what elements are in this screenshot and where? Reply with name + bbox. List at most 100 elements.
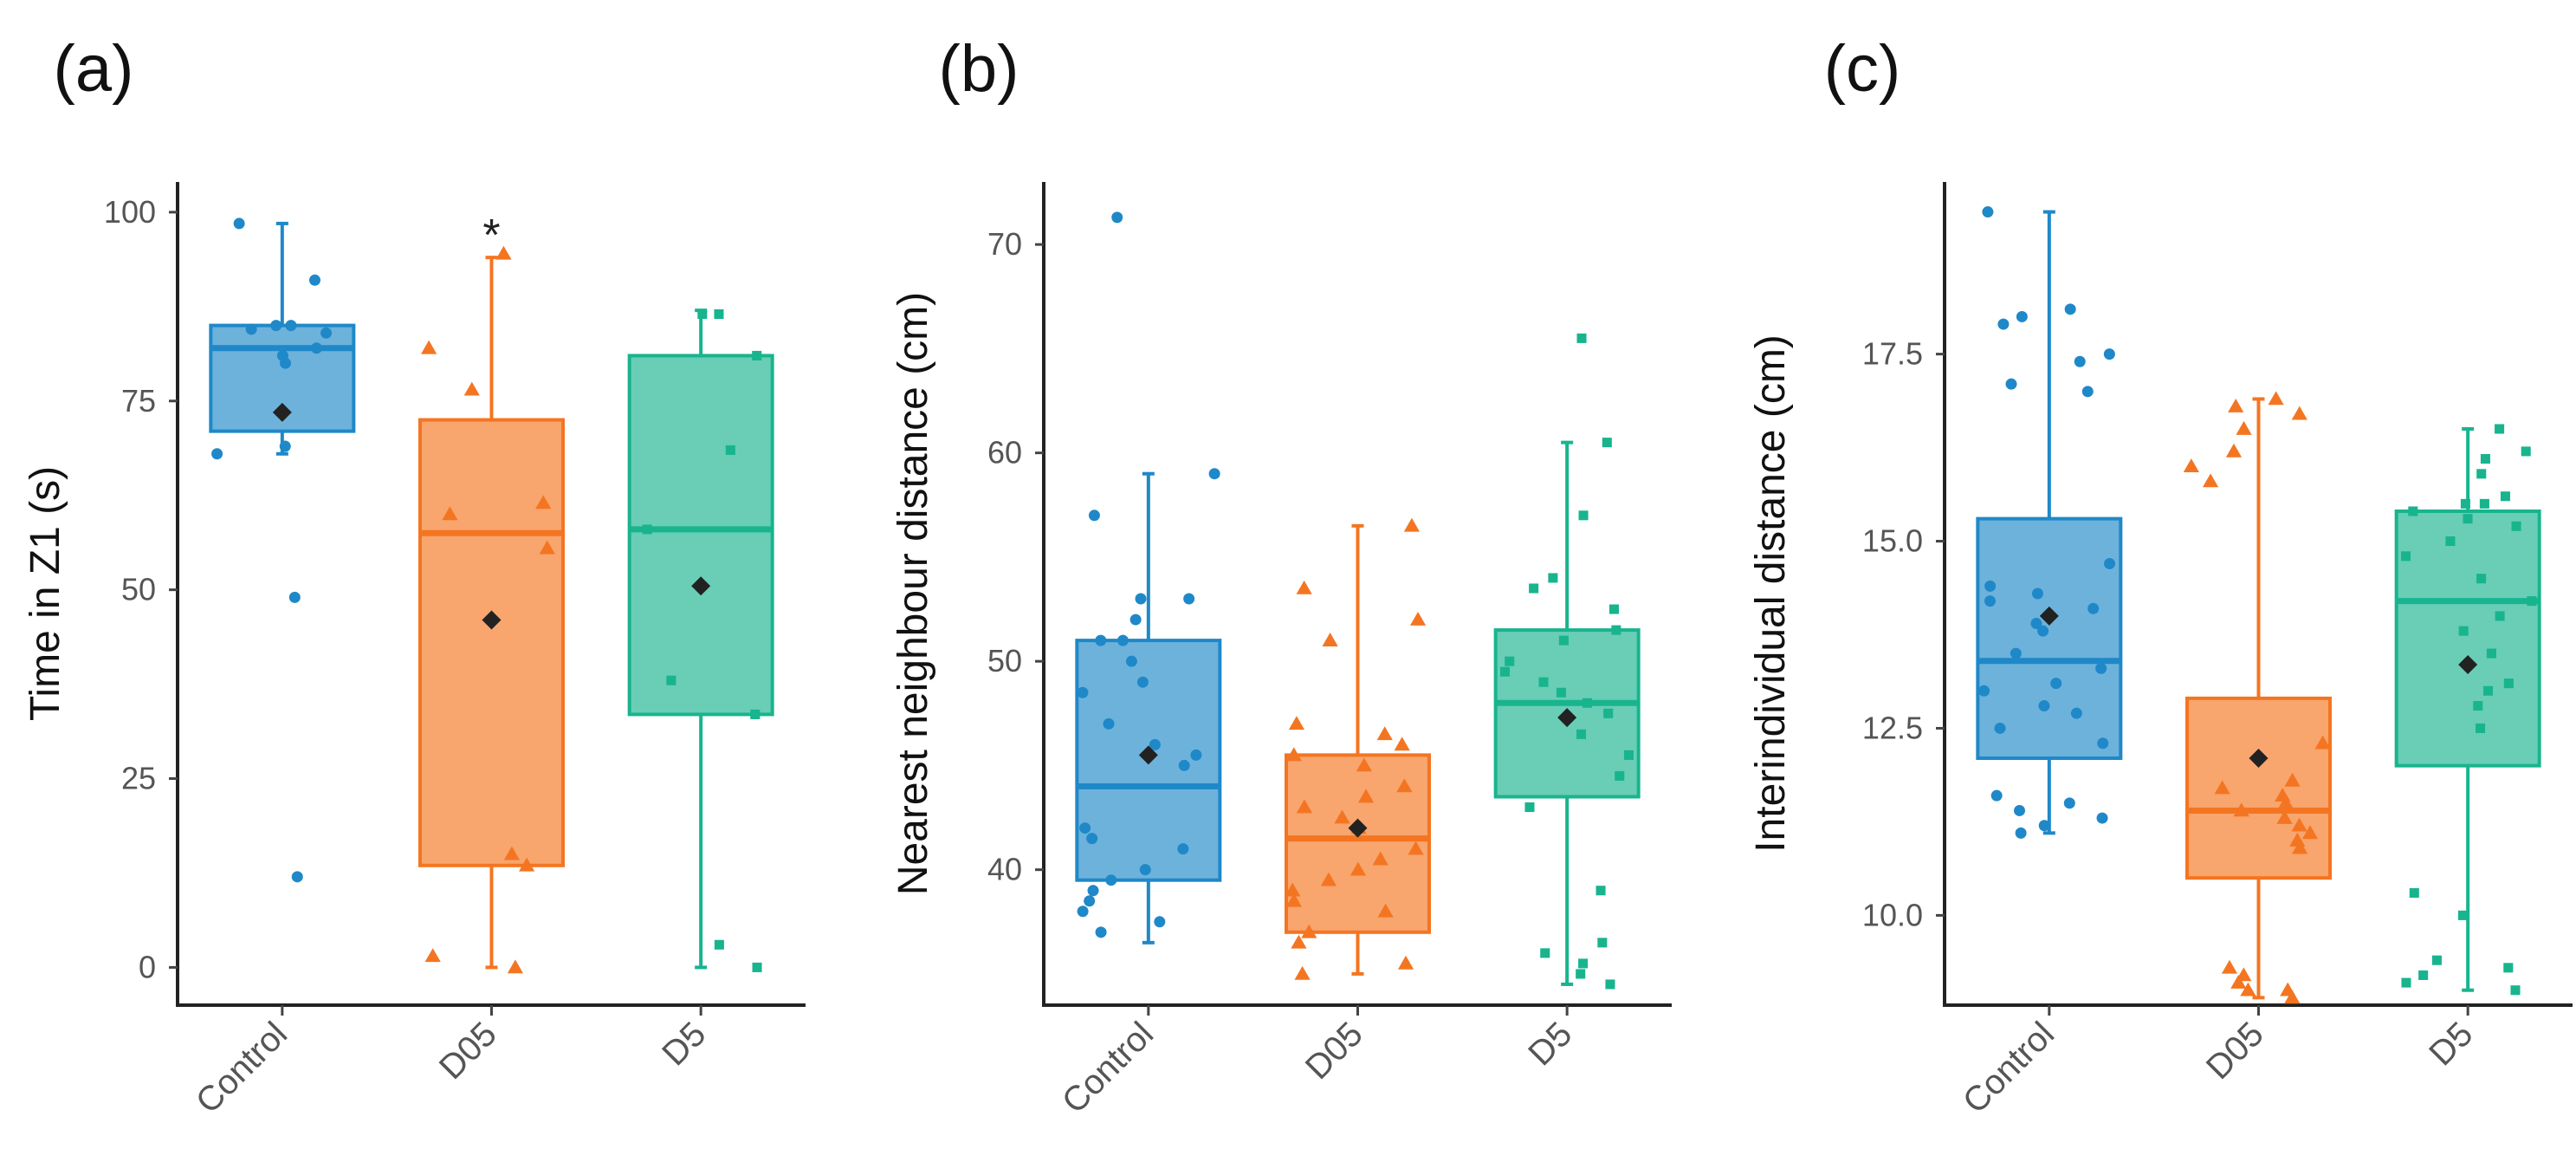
data-point — [1605, 979, 1615, 990]
data-point — [1077, 686, 1089, 698]
data-point — [2445, 536, 2456, 547]
data-point — [2401, 977, 2411, 988]
data-point — [642, 524, 652, 535]
box — [418, 418, 565, 867]
data-point — [2291, 817, 2307, 832]
mean-marker — [1557, 708, 1577, 728]
data-point — [1990, 789, 2003, 802]
data-point — [1556, 687, 1566, 698]
data-point — [2097, 737, 2109, 750]
data-point — [2480, 454, 2490, 464]
data-point — [507, 959, 524, 974]
y-tick-label: 10.0 — [1862, 897, 1923, 932]
data-point — [714, 308, 724, 320]
data-point — [1349, 861, 1367, 876]
data-point — [1597, 938, 1608, 948]
data-point — [1409, 611, 1427, 626]
y-tick-label: 25 — [121, 761, 156, 796]
box-group-d05 — [1285, 517, 1431, 980]
data-point — [1129, 613, 1142, 626]
data-point — [1394, 737, 1410, 751]
data-point — [1285, 893, 1302, 907]
box-group-d05 — [418, 245, 565, 974]
data-point — [2476, 574, 2487, 584]
data-point — [308, 274, 320, 286]
data-point — [752, 350, 762, 360]
data-point — [1582, 698, 1592, 708]
data-point — [2476, 469, 2487, 479]
data-point — [1320, 872, 1337, 886]
data-point — [2005, 378, 2017, 390]
data-point — [463, 381, 480, 396]
data-point — [1208, 468, 1220, 480]
data-point — [1608, 604, 1620, 614]
data-point — [535, 495, 552, 510]
data-point — [2400, 551, 2411, 562]
data-point — [279, 440, 291, 452]
data-point — [2038, 820, 2050, 832]
panel-a: (a) 0 25 50 75 100 Time in Z1 (s) Control D05 D5 * — [23, 32, 806, 1121]
panel-label: (c) — [1824, 32, 1901, 106]
data-point — [1095, 926, 1107, 938]
data-point — [1611, 625, 1621, 635]
data-point — [1322, 633, 1338, 646]
data-point — [1623, 750, 1634, 760]
data-point — [2458, 626, 2469, 636]
x-tick-label: D5 — [2422, 1015, 2480, 1073]
data-point — [1136, 676, 1149, 688]
data-point — [2503, 963, 2514, 973]
data-point — [1984, 595, 1997, 607]
box — [1285, 753, 1431, 934]
box-group-d5 — [2394, 424, 2541, 996]
data-point — [2233, 802, 2249, 817]
box — [1976, 516, 2123, 760]
data-point — [2314, 735, 2331, 750]
data-point — [2291, 406, 2307, 420]
data-point — [1505, 656, 1515, 666]
y-tick-label: 17.5 — [1862, 336, 1923, 372]
data-point — [1088, 510, 1100, 522]
y-tick-label: 60 — [987, 435, 1022, 471]
data-point — [1499, 666, 1510, 677]
data-point — [1529, 583, 1539, 594]
data-point — [752, 962, 762, 972]
data-point — [1615, 770, 1625, 781]
mean-marker — [1138, 745, 1158, 765]
data-point — [2015, 827, 2027, 839]
data-point — [2473, 701, 2483, 711]
data-point — [2292, 840, 2308, 854]
data-point — [1087, 885, 1099, 897]
box — [2185, 696, 2332, 880]
data-point — [1408, 841, 1424, 855]
data-point — [1595, 886, 1606, 896]
data-point — [2510, 985, 2521, 996]
data-point — [1111, 211, 1123, 224]
data-point — [697, 308, 708, 320]
data-point — [2013, 804, 2025, 816]
data-point — [1603, 708, 1614, 718]
x-tick-label: Control — [1055, 1015, 1161, 1120]
data-point — [1548, 573, 1558, 583]
box-group-control — [1976, 206, 2123, 839]
data-point — [2183, 458, 2199, 473]
data-point — [1372, 851, 1388, 866]
data-point — [1396, 778, 1413, 793]
data-point — [2010, 647, 2022, 659]
data-point — [2104, 557, 2116, 569]
mean-marker — [482, 610, 502, 630]
mean-marker — [2039, 606, 2059, 626]
data-point — [2268, 391, 2284, 406]
data-point — [1288, 716, 1305, 730]
data-point — [750, 709, 761, 719]
data-point — [1125, 655, 1137, 667]
y-tick-label: 50 — [121, 572, 156, 607]
box-group-control — [209, 217, 356, 883]
y-tick-label: 70 — [987, 226, 1022, 262]
panel-b: (b) 40 50 60 70 Nearest neighbour distance (c… — [890, 32, 1672, 1121]
data-point — [211, 448, 223, 460]
x-tick-label: D5 — [1521, 1015, 1579, 1073]
box-group-d5 — [627, 308, 774, 972]
data-point — [1540, 948, 1550, 958]
data-point — [291, 871, 303, 883]
data-point — [539, 540, 555, 555]
